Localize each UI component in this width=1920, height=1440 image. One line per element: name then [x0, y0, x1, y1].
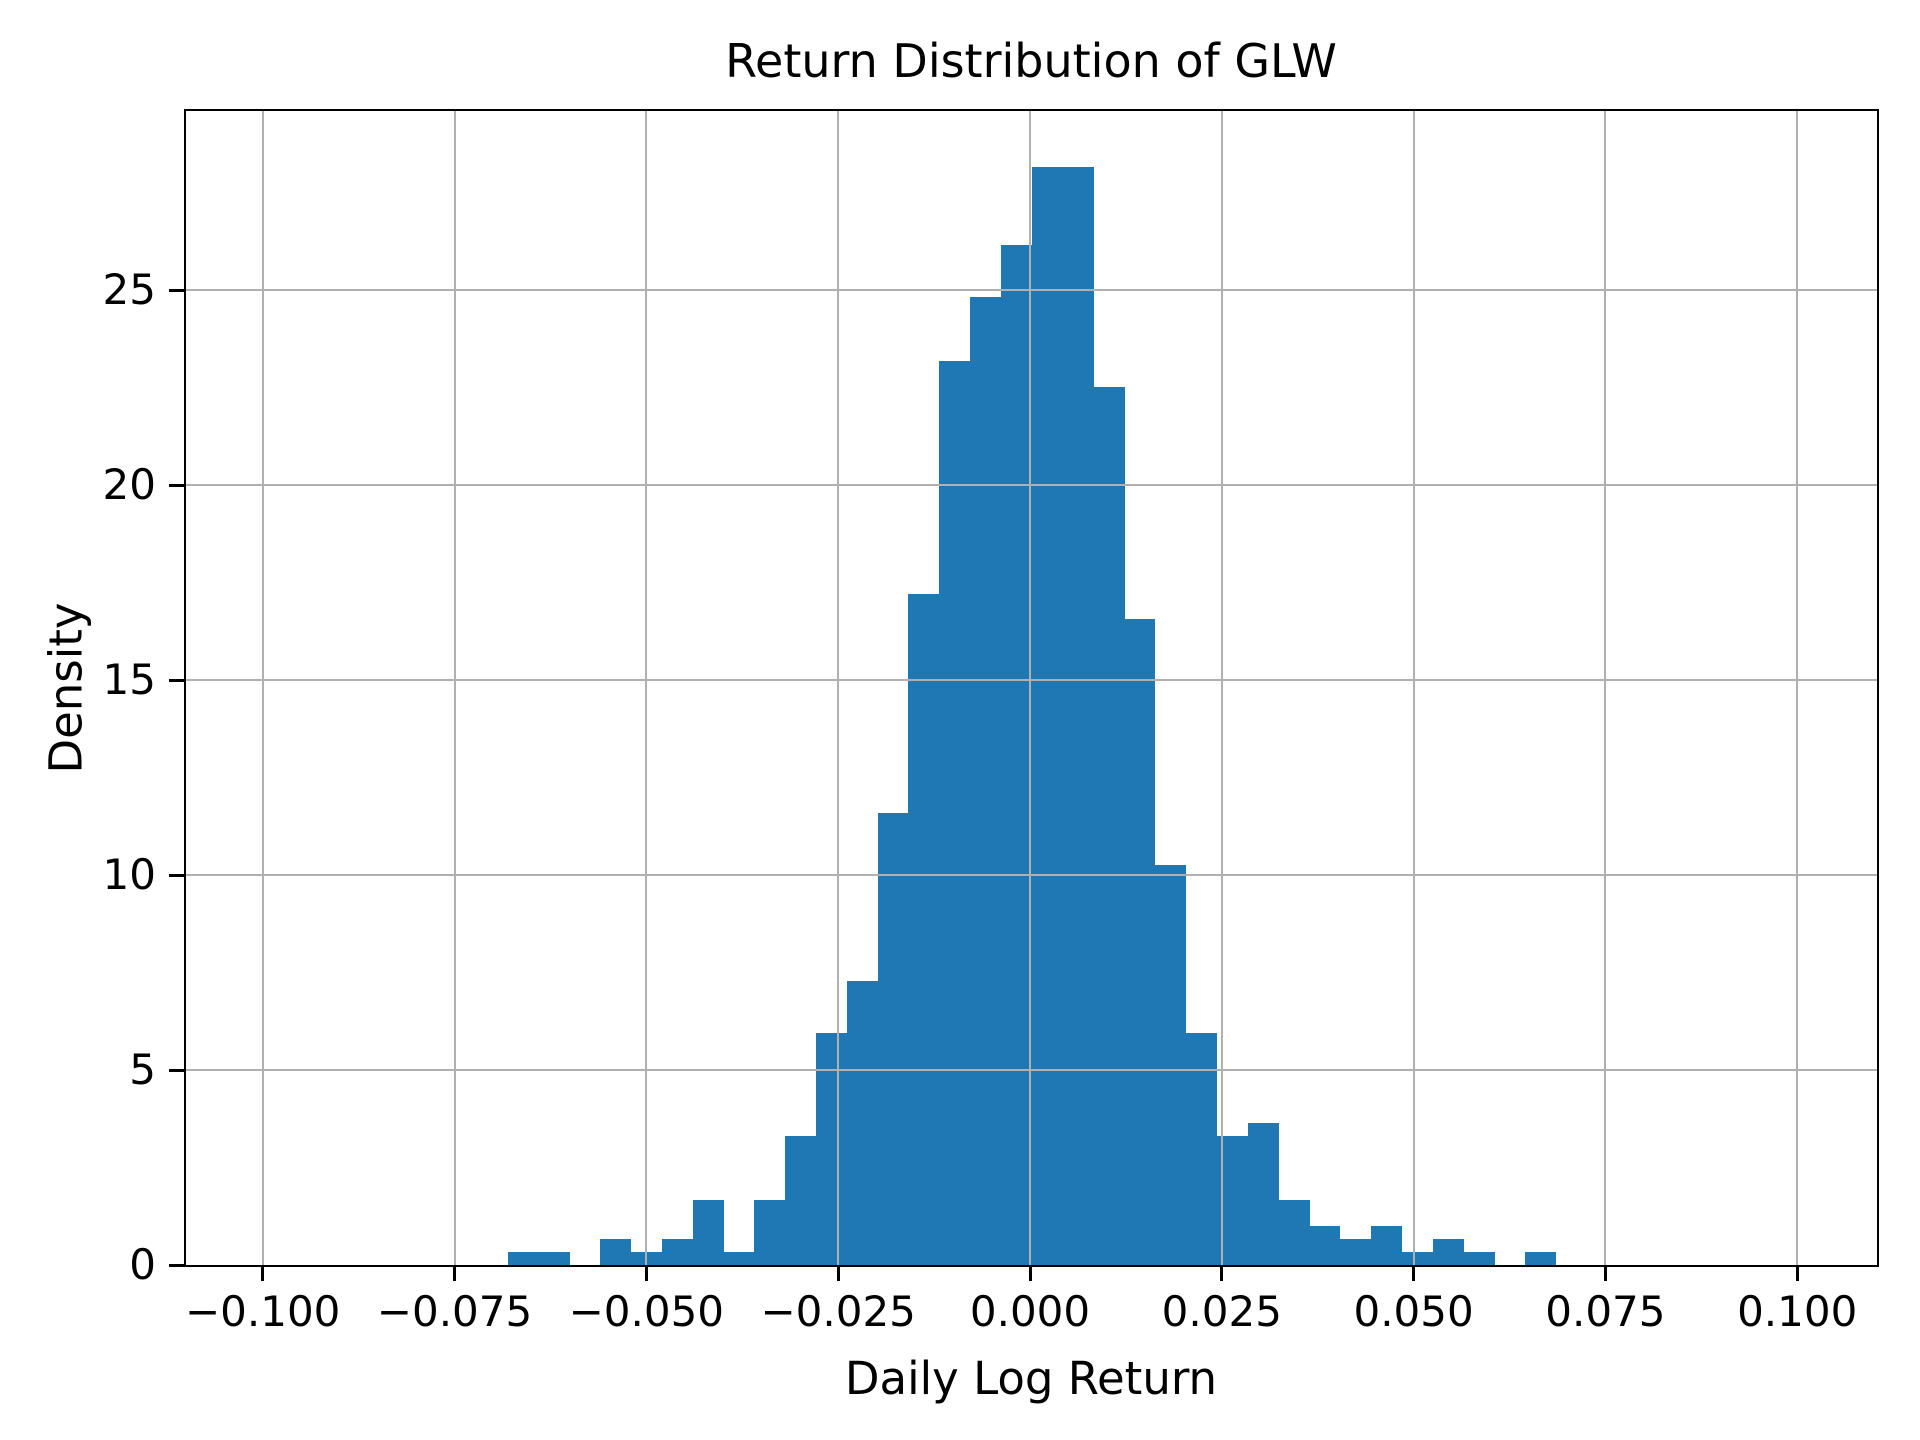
y-gridline	[186, 1069, 1877, 1071]
histogram-bar	[1247, 1123, 1279, 1265]
y-tick-mark	[169, 288, 186, 292]
y-tick-label: 5	[129, 1045, 156, 1094]
histogram-bar	[1525, 1252, 1557, 1265]
y-tick-mark	[169, 483, 186, 487]
histogram-bar	[538, 1252, 570, 1265]
histogram-bar	[815, 1032, 848, 1265]
y-tick-label: 0	[129, 1240, 156, 1289]
x-tick-mark	[644, 1265, 648, 1281]
histogram-bar	[877, 813, 909, 1265]
x-tick-mark	[1795, 1265, 1799, 1281]
histogram-bar	[600, 1239, 632, 1265]
y-tick-label: 15	[102, 655, 156, 704]
histogram-bar	[1031, 167, 1063, 1265]
x-tick-mark	[836, 1265, 840, 1281]
x-gridline	[453, 111, 456, 1265]
histogram-bar	[846, 980, 878, 1265]
chart-title: Return Distribution of GLW	[725, 34, 1337, 88]
x-gridline	[261, 111, 264, 1265]
x-gridline	[837, 111, 840, 1265]
x-tick-mark	[1412, 1265, 1416, 1281]
y-tick-mark	[169, 678, 186, 682]
y-gridline	[186, 484, 1877, 486]
histogram-bar	[1401, 1252, 1433, 1265]
x-tick-mark	[453, 1265, 456, 1281]
y-gridline	[186, 874, 1877, 876]
x-tick-label: −0.050	[568, 1287, 725, 1336]
y-tick-label: 20	[102, 460, 156, 509]
histogram-bar	[939, 361, 971, 1265]
histogram-bar	[1124, 619, 1156, 1265]
histogram-bar	[785, 1135, 817, 1265]
x-tick-label: −0.075	[376, 1287, 533, 1336]
histogram-bar	[908, 593, 940, 1265]
histogram-bar	[970, 296, 1002, 1265]
histogram-bar	[723, 1252, 755, 1265]
y-tick-label: 25	[102, 265, 156, 314]
plot-area	[184, 109, 1879, 1267]
x-gridline	[1604, 111, 1607, 1265]
y-tick-mark	[169, 873, 186, 877]
y-tick-label: 10	[102, 850, 156, 899]
x-tick-label: −0.100	[184, 1287, 341, 1336]
x-tick-label: 0.025	[1161, 1287, 1282, 1336]
x-tick-label: 0.100	[1737, 1287, 1858, 1336]
histogram-bar	[1000, 244, 1033, 1265]
histogram-bar	[1093, 386, 1125, 1265]
x-tick-mark	[1220, 1265, 1224, 1281]
x-tick-label: 0.075	[1545, 1287, 1666, 1336]
x-gridline	[1796, 111, 1799, 1265]
histogram-bar	[1309, 1226, 1341, 1265]
histogram-bar	[1340, 1239, 1372, 1265]
x-tick-mark	[1603, 1265, 1607, 1281]
y-gridline	[186, 679, 1877, 681]
histogram-bar	[754, 1200, 786, 1265]
x-axis-label: Daily Log Return	[844, 1352, 1218, 1405]
x-tick-label: −0.025	[760, 1287, 916, 1336]
histogram-bar	[1432, 1239, 1464, 1265]
histogram-bar	[1370, 1226, 1403, 1265]
x-tick-mark	[1028, 1265, 1032, 1281]
x-tick-label: 0.050	[1353, 1287, 1474, 1336]
y-tick-mark	[169, 1068, 186, 1072]
histogram-bar	[692, 1200, 724, 1265]
x-gridline	[645, 111, 648, 1265]
x-gridline	[1412, 111, 1415, 1265]
x-tick-mark	[261, 1265, 265, 1281]
x-gridline	[1220, 111, 1223, 1265]
x-gridline	[1029, 111, 1031, 1265]
histogram-bar	[507, 1252, 539, 1265]
y-gridline	[186, 289, 1877, 291]
y-tick-mark	[169, 1263, 186, 1267]
histogram-bar	[1278, 1200, 1310, 1265]
histogram-bar	[1185, 1032, 1218, 1265]
histogram-bar	[661, 1239, 693, 1265]
x-tick-label: 0.000	[969, 1287, 1091, 1336]
histogram-bar	[1463, 1252, 1495, 1265]
histogram-bar	[1155, 864, 1187, 1265]
histogram-bar	[1062, 167, 1094, 1265]
